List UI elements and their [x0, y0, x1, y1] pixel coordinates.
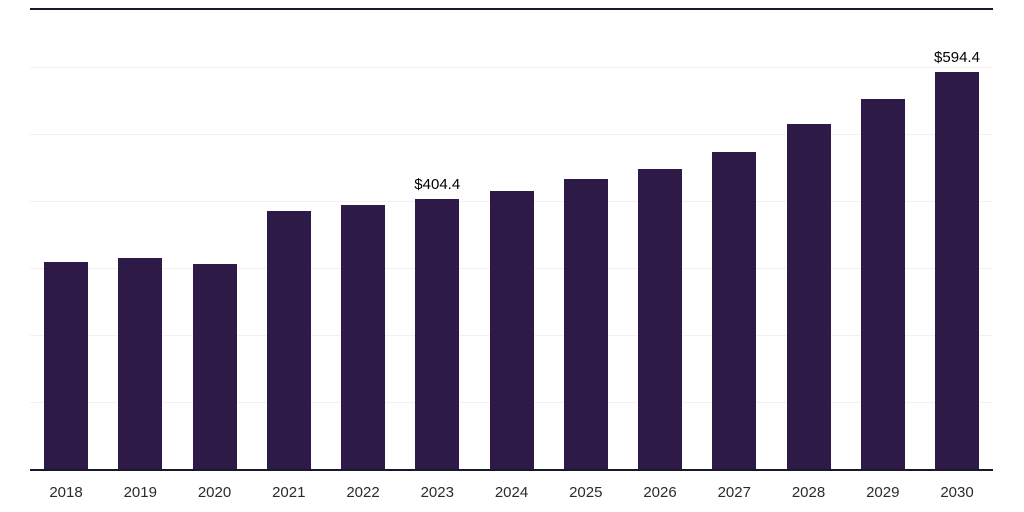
x-tick-label: 2029 — [866, 484, 900, 501]
bar-group — [786, 123, 831, 470]
x-tick-label: 2023 — [420, 484, 454, 501]
bar-group: $594.4 — [934, 49, 980, 470]
x-tick-label: 2030 — [940, 484, 974, 501]
bar — [266, 210, 311, 470]
x-tick-label: 2028 — [791, 484, 826, 501]
bar-group — [341, 204, 385, 470]
bar-group — [118, 257, 163, 470]
bar — [489, 190, 534, 470]
x-tick-label: 2026 — [643, 484, 677, 501]
bar-group — [638, 169, 682, 470]
bar — [563, 179, 608, 470]
chart-top-border — [30, 8, 993, 10]
plot-area: $404.4 $594.4 — [30, 8, 993, 471]
bar-group: $404.4 — [414, 176, 460, 470]
bar-group — [192, 264, 237, 470]
x-tick-label: 2019 — [123, 484, 157, 501]
bar-value-label: $404.4 — [414, 176, 461, 194]
bar — [638, 169, 682, 470]
bar-group — [44, 262, 88, 470]
bar — [786, 123, 831, 470]
x-axis-line — [30, 469, 993, 471]
bar — [860, 98, 905, 470]
x-tick-label: 2022 — [346, 484, 380, 501]
bar — [712, 151, 757, 470]
x-tick-label: 2024 — [494, 484, 529, 501]
bar-group — [712, 151, 757, 470]
x-tick-label: 2021 — [272, 484, 306, 501]
bar — [415, 199, 460, 470]
bars-row: $404.4 $594.4 — [30, 49, 993, 470]
x-tick-label: 2020 — [197, 484, 232, 501]
x-axis-labels: 2018 2019 2020 2021 2022 2023 2024 2025 2026 2027… — [30, 484, 993, 501]
bar-value-label: $594.4 — [934, 48, 980, 66]
bar-group — [563, 179, 608, 470]
bar-group — [860, 98, 905, 470]
bar — [341, 204, 385, 470]
x-tick-label: 2025 — [569, 484, 603, 501]
bar-group — [489, 190, 534, 470]
bar-group — [266, 210, 311, 470]
bar — [44, 262, 88, 470]
x-tick-label: 2018 — [49, 484, 83, 501]
bar — [118, 257, 163, 470]
x-tick-label: 2027 — [717, 484, 751, 501]
gridline — [30, 134, 993, 135]
bar — [192, 264, 237, 470]
gridline — [30, 67, 993, 68]
bar — [935, 71, 979, 470]
